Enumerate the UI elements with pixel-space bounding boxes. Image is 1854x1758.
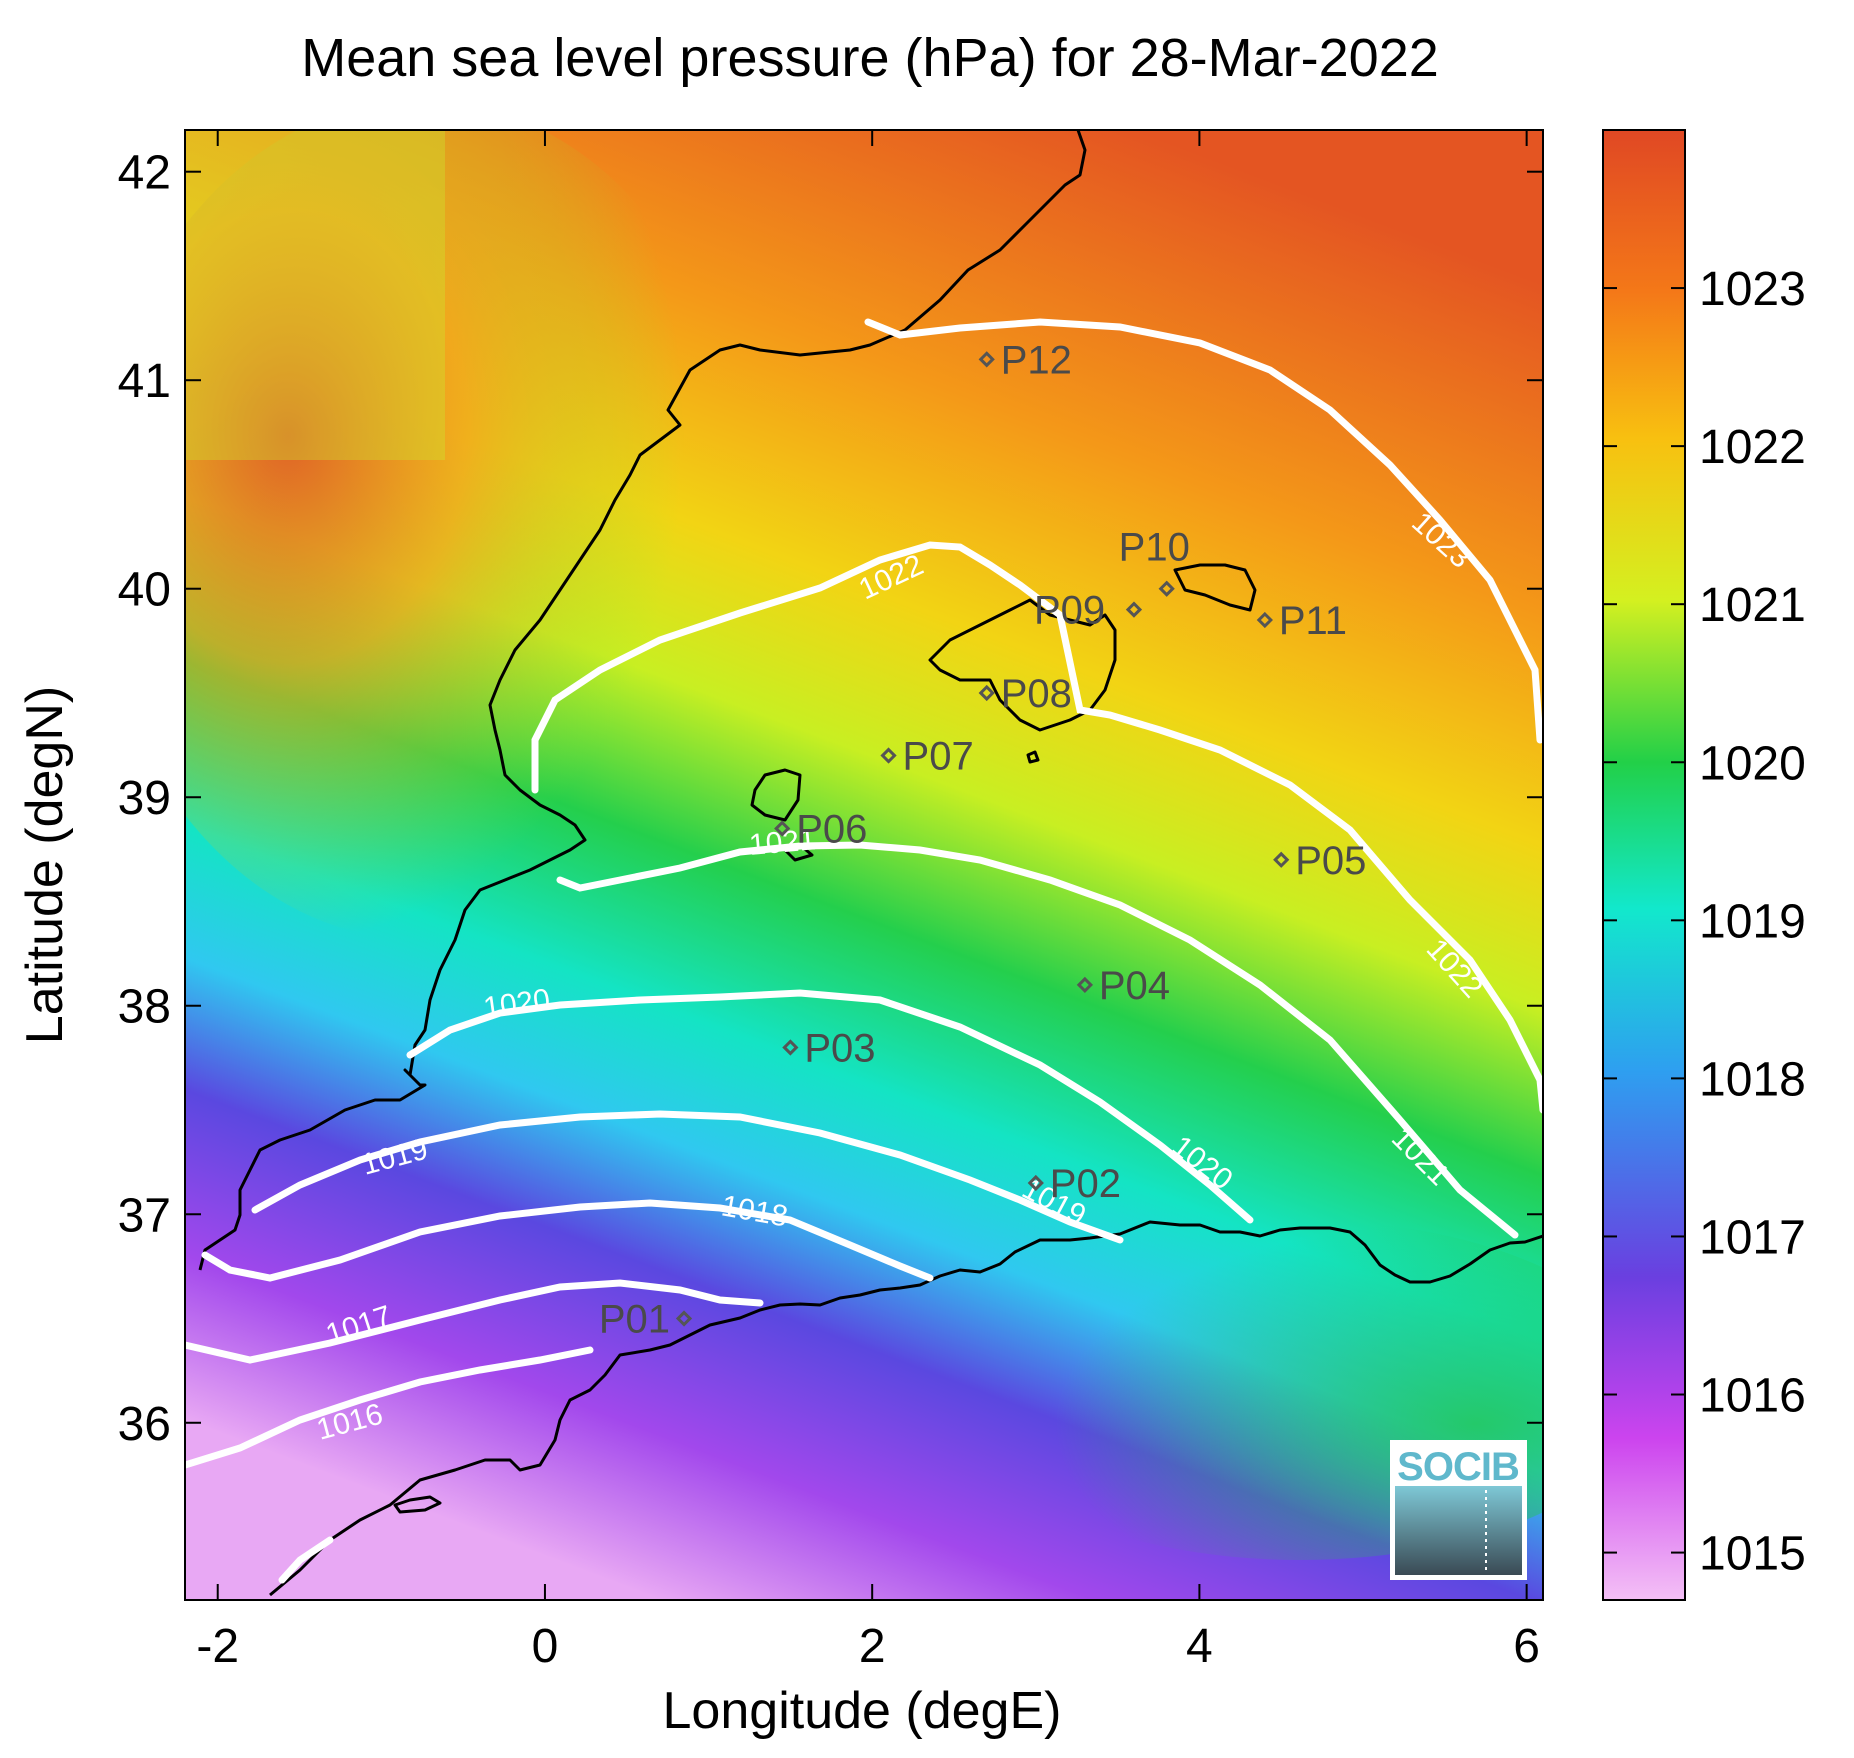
y-tick-label: 42	[118, 147, 171, 200]
colorbar-ticks: 1015 1016 1017 1018 1019 1020 1021 1022 1023	[1603, 263, 1806, 1581]
x-axis-ticks: -2 0 2 4 6	[196, 130, 1540, 1673]
y-tick-label: 38	[118, 981, 171, 1034]
station-marker	[1076, 976, 1094, 994]
isobar-label-1021: 1021	[748, 823, 817, 862]
africa-land-tint	[950, 1220, 1543, 1560]
colorbar-tick-label: 1017	[1699, 1211, 1806, 1264]
station-label: P12	[1001, 338, 1072, 382]
station-marker	[880, 747, 897, 764]
station-label: P11	[1279, 599, 1347, 643]
isobars	[185, 318, 1543, 1584]
station-label: P06	[796, 808, 867, 852]
isobar-1017	[185, 1279, 764, 1364]
cabrera-coastline	[1026, 750, 1040, 764]
station-marker	[1273, 851, 1290, 868]
stations: P01 P02 P03 P04 P05 P06 P07 P08 P09 P10 P11 P12	[599, 338, 1367, 1341]
y-tick-label: 39	[118, 772, 171, 825]
station-marker	[978, 684, 995, 702]
y-tick-label: 36	[118, 1398, 171, 1451]
isobar-1022	[531, 541, 1543, 1114]
isobar-1019	[251, 1110, 1124, 1244]
x-tick-label: 2	[859, 1620, 886, 1673]
colorbar-tick-label: 1020	[1699, 737, 1806, 790]
x-tick-label: 6	[1513, 1620, 1540, 1673]
isobar-1021	[556, 841, 1519, 1239]
y-tick-label: 37	[118, 1189, 171, 1242]
station-marker	[675, 1310, 693, 1327]
station-label: P10	[1119, 526, 1190, 570]
x-tick-label: 4	[1186, 1620, 1213, 1673]
x-axis-label: Longitude (degE)	[663, 1682, 1062, 1740]
station-label: P03	[804, 1026, 875, 1070]
station-marker	[782, 1039, 799, 1056]
mallorca-coastline	[928, 598, 1117, 732]
iberia-coastline	[198, 130, 1087, 1271]
menorca-coastline	[1173, 563, 1257, 612]
station-marker	[774, 820, 791, 837]
station-marker	[978, 351, 995, 368]
station-label: P02	[1050, 1162, 1121, 1206]
y-tick-label: 40	[118, 564, 171, 617]
station-marker	[1158, 580, 1175, 597]
north-africa-coastline	[269, 1220, 1543, 1597]
colorbar-tick-label: 1018	[1699, 1053, 1806, 1106]
y-tick-label: 41	[118, 355, 171, 408]
isobar-1023	[864, 318, 1543, 744]
colorbar-tick-label: 1016	[1699, 1370, 1806, 1423]
northwest-land-tint	[185, 130, 445, 460]
colorbar-tick-label: 1022	[1699, 421, 1806, 474]
logo-wave-graphic	[1395, 1486, 1522, 1575]
colorbar-tick-label: 1023	[1699, 263, 1806, 316]
station-label: P04	[1099, 964, 1170, 1008]
x-tick-label: 0	[532, 1620, 559, 1673]
iberia-high-terrain	[185, 130, 750, 940]
isobar-1016	[185, 1346, 594, 1469]
coastlines	[198, 130, 1543, 1597]
station-label: P05	[1295, 839, 1366, 883]
station-marker	[1027, 1174, 1044, 1192]
station-marker	[1256, 611, 1273, 629]
socib-logo: SOCIB	[1390, 1440, 1527, 1580]
station-label: P09	[1034, 589, 1105, 633]
y-axis-label: Latitude (degN)	[16, 686, 74, 1044]
station-marker	[1125, 601, 1143, 618]
station-label: P07	[903, 735, 974, 779]
station-label: P01	[599, 1298, 670, 1342]
logo-text: SOCIB	[1397, 1445, 1519, 1489]
colorbar-tick-label: 1015	[1699, 1528, 1806, 1581]
alboran-island	[393, 1495, 442, 1514]
colorbar-tick-label: 1019	[1699, 895, 1806, 948]
isobar-1018	[201, 1199, 934, 1282]
plot-area: 1016 1017 1018 1019 1019 1020 1020 1021 …	[185, 130, 1543, 1600]
chart-title: Mean sea level pressure (hPa) for 28-Mar…	[301, 28, 1439, 88]
plot-frame	[184, 129, 1544, 1601]
isobar-1020	[406, 989, 1254, 1224]
colorbar-tick-label: 1021	[1699, 579, 1806, 632]
y-axis-ticks: 36 37 38 39 40 41 42	[118, 147, 1543, 1451]
colorbar	[1602, 129, 1686, 1601]
x-tick-label: -2	[196, 1620, 239, 1673]
ibiza-coastline	[750, 768, 802, 822]
station-label: P08	[1001, 672, 1072, 716]
isobar-1016-south	[278, 1536, 334, 1584]
